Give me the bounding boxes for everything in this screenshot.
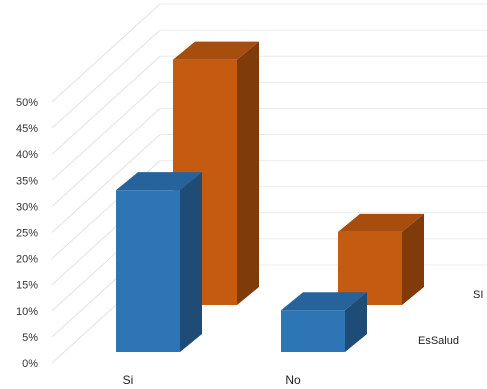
y-tick-label: 10% bbox=[16, 306, 38, 318]
side-gridline bbox=[51, 108, 161, 207]
bar-side-face bbox=[345, 292, 367, 352]
side-gridline bbox=[51, 81, 161, 181]
category-label-si: Si bbox=[123, 373, 134, 387]
side-gridline bbox=[51, 134, 161, 233]
bar-front-face bbox=[116, 190, 180, 352]
y-tick-label: 20% bbox=[16, 254, 38, 266]
category-label-no: No bbox=[285, 373, 301, 387]
bar-sis-no bbox=[338, 213, 424, 305]
y-tick-label: 50% bbox=[16, 97, 38, 109]
bar-essalud-no bbox=[281, 292, 367, 352]
side-gridline bbox=[51, 55, 161, 155]
side-gridline bbox=[51, 29, 161, 129]
bar-top-face bbox=[338, 213, 424, 232]
bar-top-face bbox=[116, 172, 202, 191]
series-label-essalud: EsSalud bbox=[418, 335, 459, 347]
y-tick-label: 15% bbox=[16, 280, 38, 292]
y-axis-ticks: 0% 5% 10% 15% 20% 25% 30% 35% 40% 45% 50% bbox=[16, 97, 38, 370]
bar-side-face bbox=[402, 213, 424, 305]
bar-front-face bbox=[281, 310, 345, 352]
y-tick-label: 0% bbox=[22, 358, 38, 370]
y-tick-label: 45% bbox=[16, 123, 38, 135]
labels: Si No EsSalud SI bbox=[123, 289, 484, 387]
y-tick-label: 25% bbox=[16, 228, 38, 240]
bar-side-face bbox=[180, 172, 202, 352]
y-tick-label: 35% bbox=[16, 175, 38, 187]
series-label-sis: SI bbox=[473, 289, 483, 301]
y-tick-label: 40% bbox=[16, 149, 38, 161]
bar-top-face bbox=[173, 41, 259, 60]
bar-essalud-si bbox=[116, 172, 202, 352]
bar-top-face bbox=[281, 292, 367, 311]
y-tick-label: 5% bbox=[22, 332, 38, 344]
bars bbox=[116, 41, 424, 352]
bar-side-face bbox=[237, 41, 259, 305]
y-tick-label: 30% bbox=[16, 201, 38, 213]
side-gridline bbox=[51, 3, 161, 103]
